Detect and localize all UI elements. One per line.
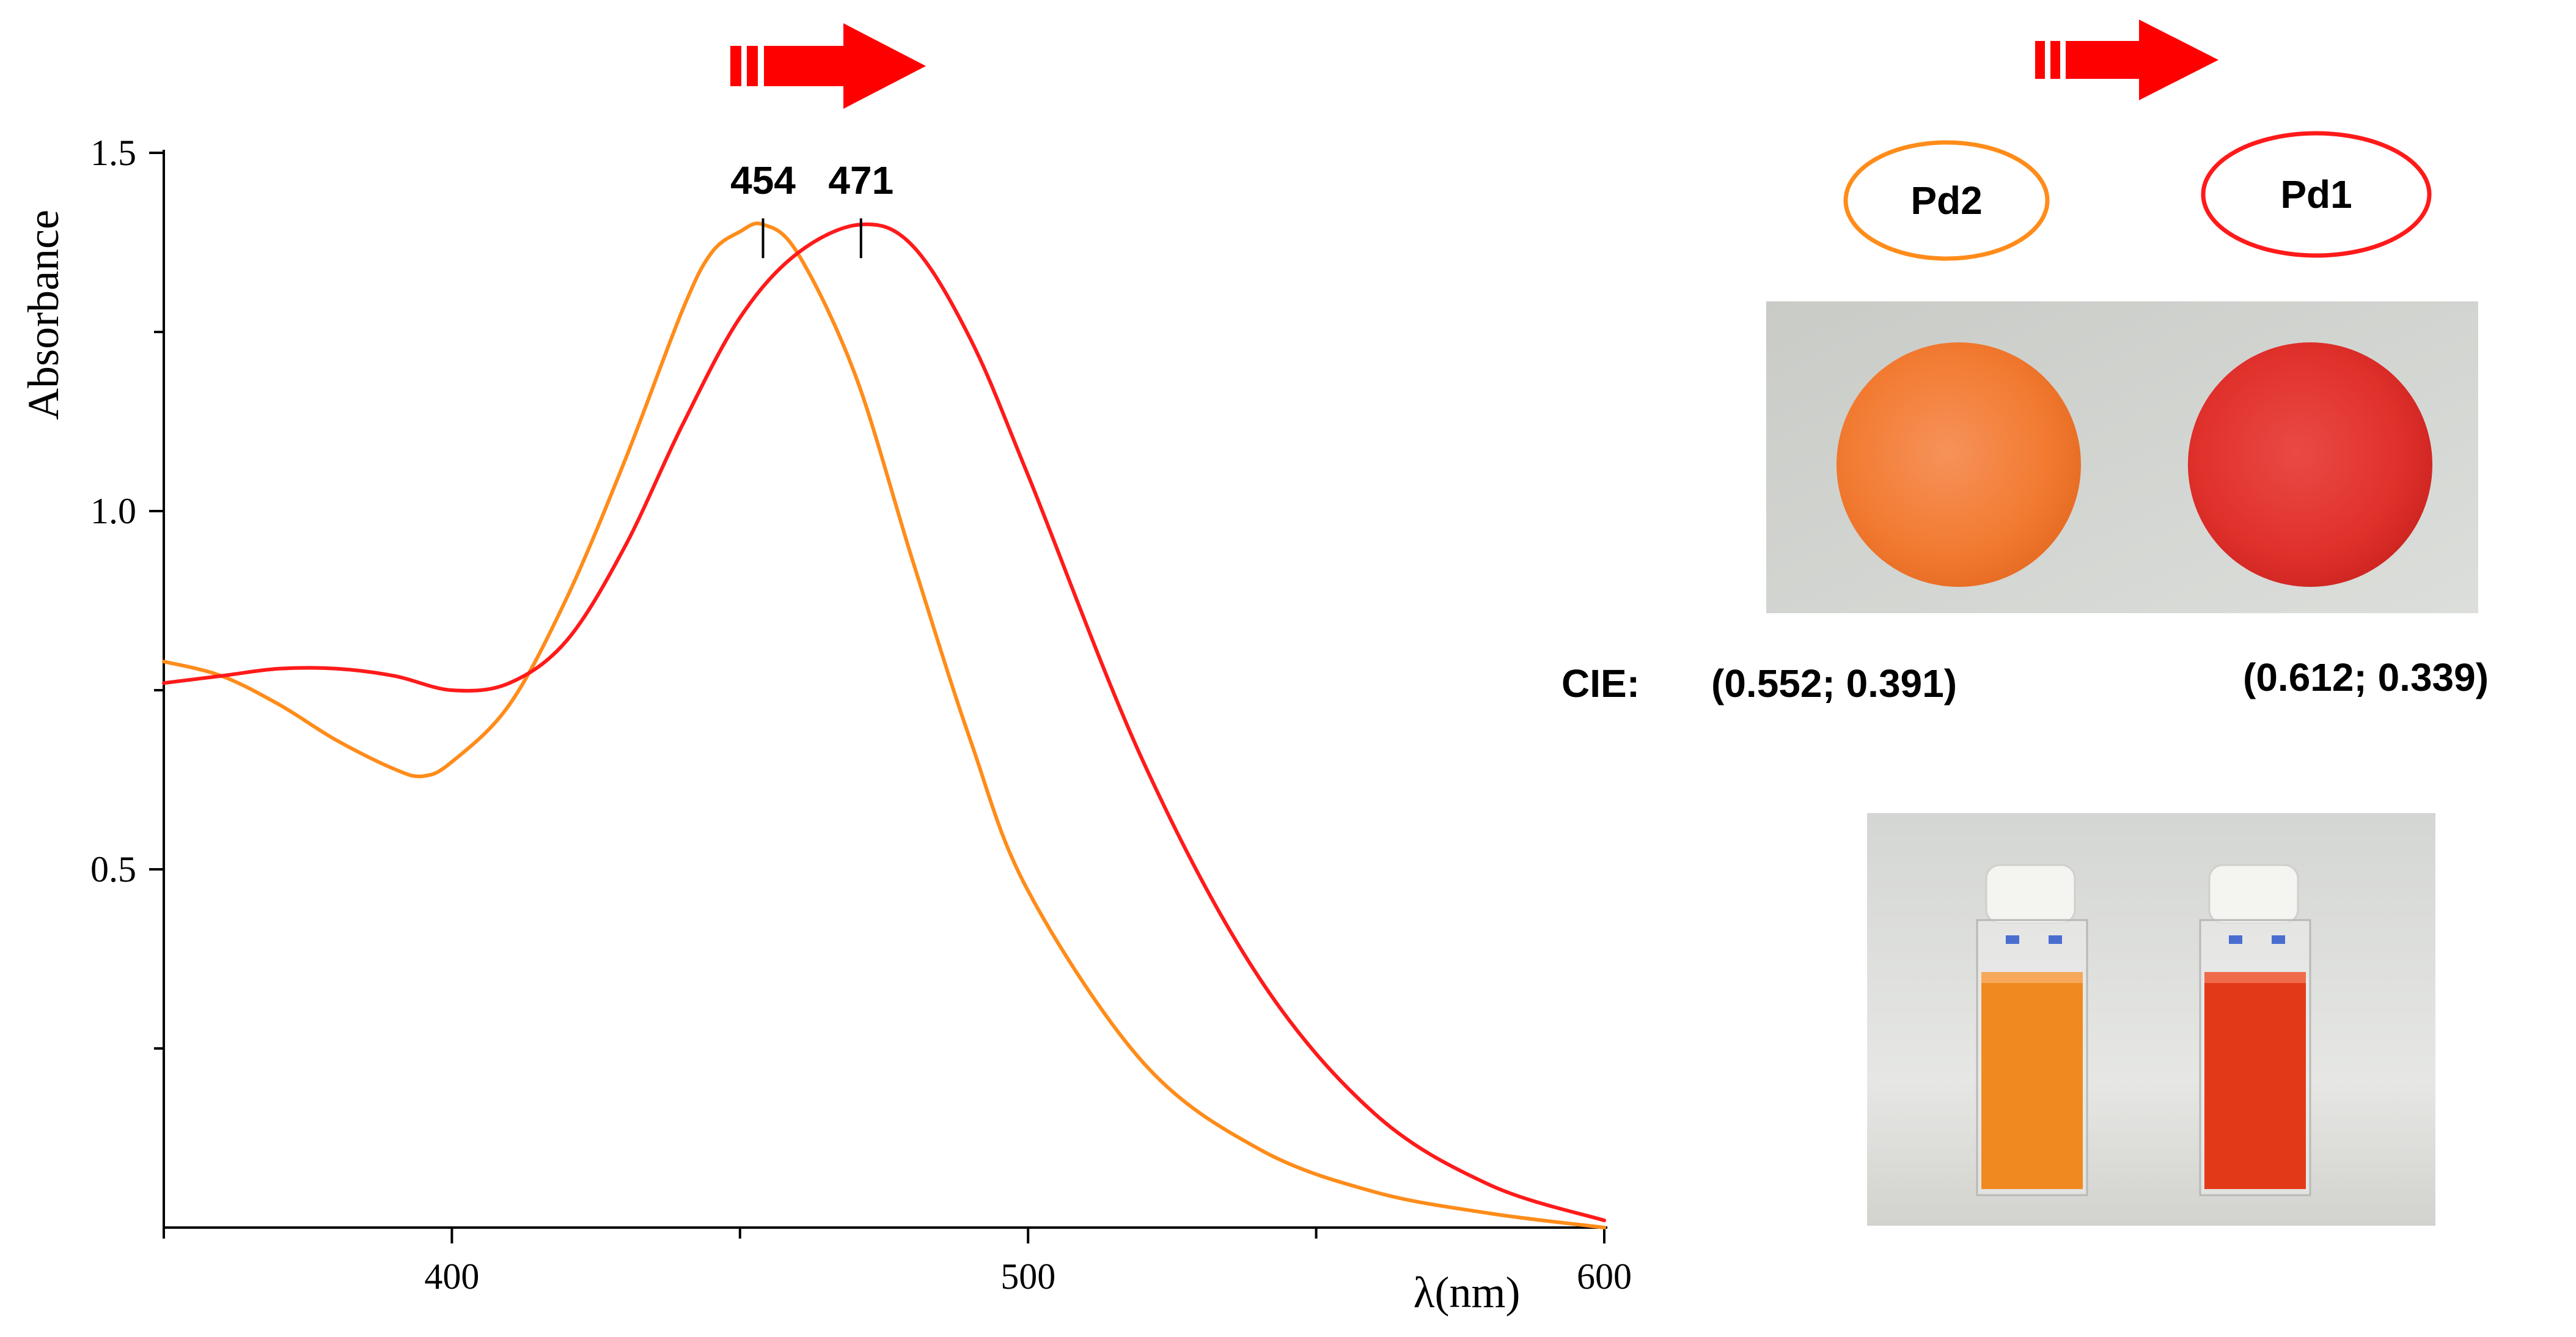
legend-pd1: Pd1: [2201, 131, 2432, 258]
y-axis-label: Absorbance: [19, 210, 68, 420]
arrow-right: [2035, 20, 2218, 100]
axis-ticks: 400 500 600 0.5 1.0 1.5: [90, 133, 1632, 1297]
cuvette-pd2: [1976, 864, 2088, 1196]
legend-pd1-label: Pd1: [2280, 172, 2352, 216]
disc-photo: [1766, 301, 2478, 613]
cie-pd1-value: (0.612; 0.339): [2243, 655, 2489, 699]
peak-markers: 454 471: [730, 158, 894, 259]
peak-label: 471: [828, 158, 894, 202]
cie-pd2-value: (0.552; 0.391): [1711, 661, 1957, 705]
y-tick-label: 0.5: [90, 849, 136, 889]
legend-pd2-label: Pd2: [1910, 179, 1982, 223]
y-tick-label: 1.0: [90, 491, 136, 531]
series-line-2: [162, 222, 1606, 1223]
spectra-curves: [162, 221, 1606, 1229]
x-tick-label: 500: [1000, 1256, 1055, 1297]
cuvette-pd1: [2199, 864, 2311, 1196]
disc-pd1: [2188, 342, 2432, 587]
cie-label: CIE:: [1561, 661, 1640, 705]
cuvette-photo: [1867, 813, 2435, 1226]
legend-pd2: Pd2: [1843, 140, 2050, 261]
peak-label: 454: [730, 158, 796, 202]
y-tick-label: 1.5: [90, 133, 136, 173]
plot-axes: [163, 150, 1607, 1229]
arrow-left: [730, 23, 926, 109]
x-tick-label: 600: [1577, 1256, 1632, 1297]
disc-pd2: [1837, 342, 2081, 587]
series-line-1: [162, 221, 1606, 1229]
x-tick-label: 400: [424, 1256, 479, 1297]
x-axis-label: λ(nm): [1414, 1268, 1521, 1317]
